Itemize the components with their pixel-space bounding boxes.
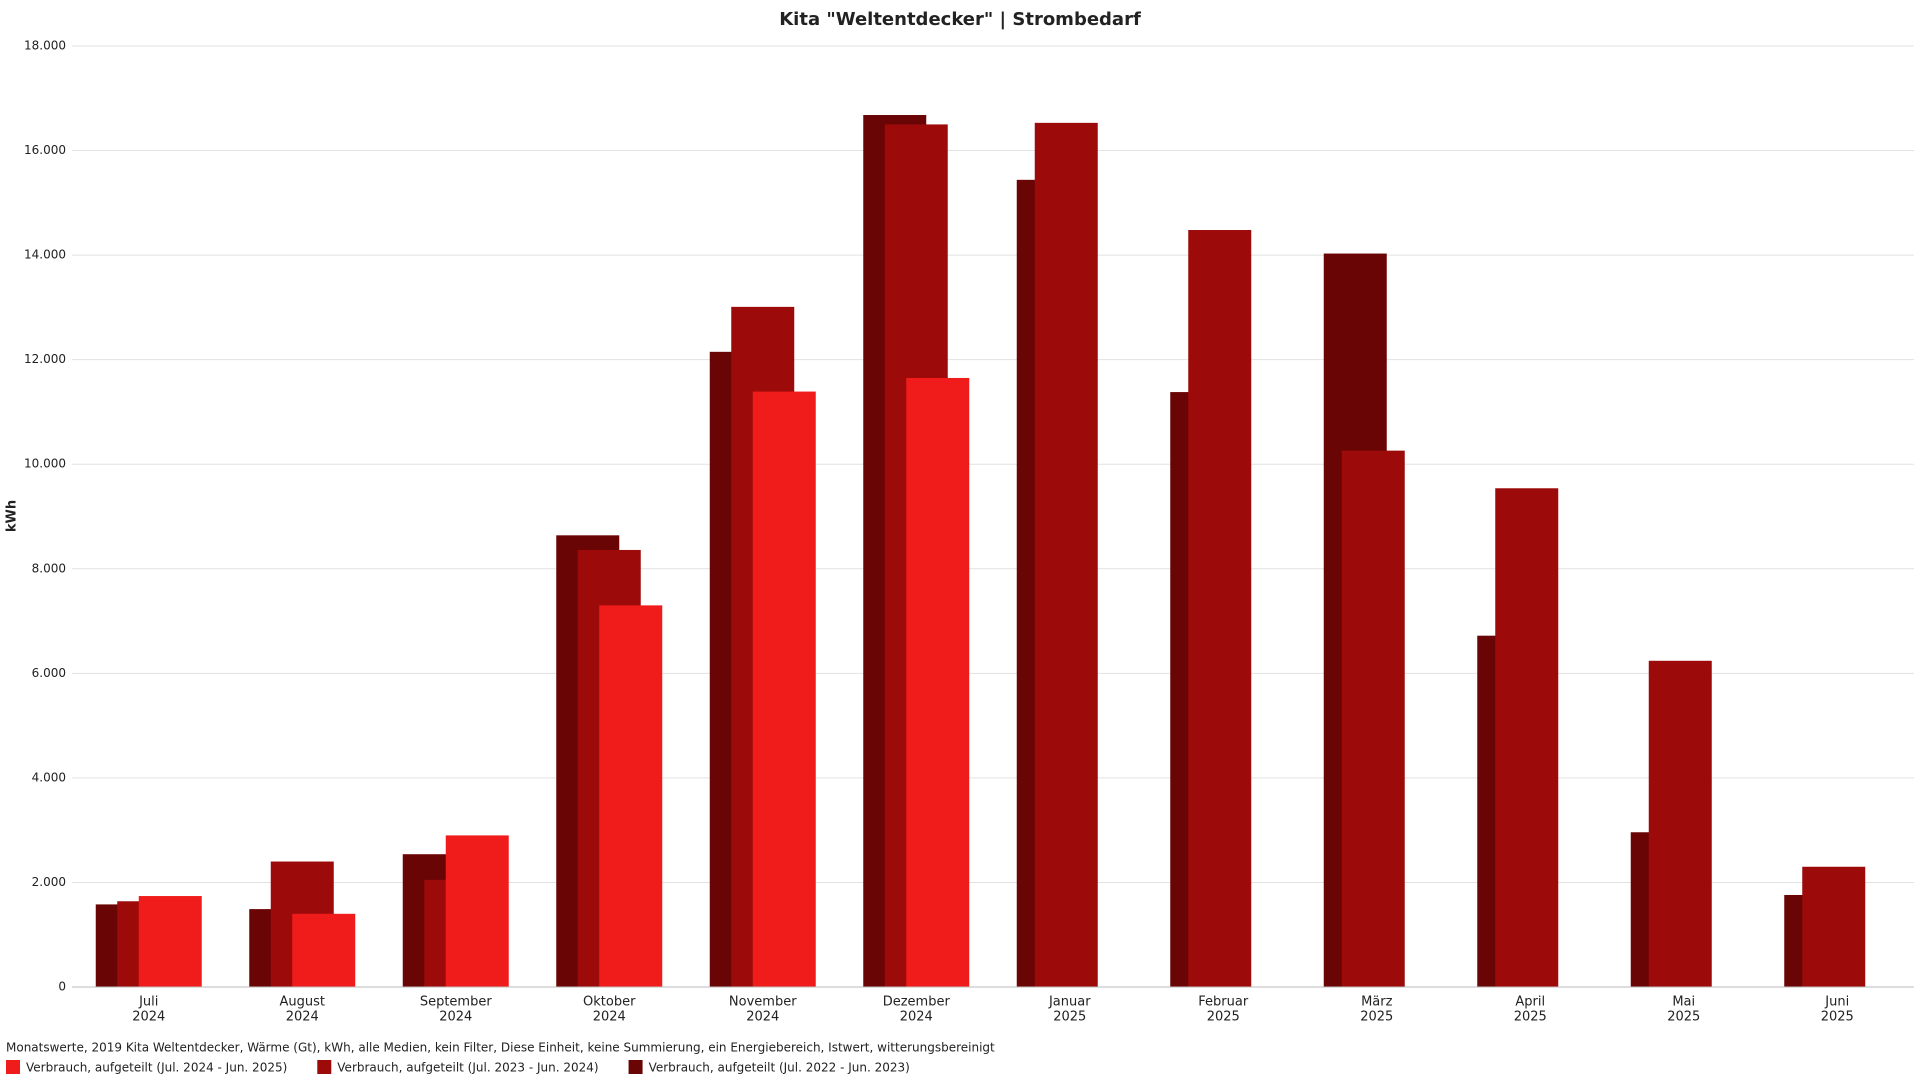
x-tick-label: November [729,995,797,1010]
bar [445,835,509,987]
x-tick-label: 2025 [1821,1010,1854,1025]
legend-label: Verbrauch, aufgeteilt (Jul. 2024 - Jun. … [26,1061,287,1075]
footnote: Monatswerte, 2019 Kita Weltentdecker, Wä… [6,1041,995,1055]
legend-label: Verbrauch, aufgeteilt (Jul. 2023 - Jun. … [337,1061,598,1075]
bar [138,896,202,987]
bar [906,377,970,988]
legend-swatch [317,1060,332,1074]
x-tick-label: März [1361,995,1393,1010]
x-tick-label: August [280,995,326,1010]
y-tick-label: 18.000 [24,39,66,53]
x-tick-label: Juni [1824,995,1849,1010]
y-tick-label: 14.000 [24,248,66,262]
x-tick-label: 2025 [1667,1010,1700,1025]
bar [752,391,816,987]
x-tick-label: April [1515,995,1545,1010]
y-tick-label: 4.000 [32,770,66,784]
y-tick-label: 8.000 [32,561,66,575]
y-axis-title: kWh [5,500,20,532]
x-tick-label: Dezember [883,995,951,1010]
x-tick-label: 2025 [1053,1010,1086,1025]
x-tick-label: Oktober [583,995,636,1010]
bar [1341,450,1405,987]
y-tick-label: 16.000 [24,143,66,157]
x-tick-label: 2024 [439,1010,472,1025]
x-tick-label: 2025 [1360,1010,1393,1025]
y-tick-label: 0 [58,980,66,994]
x-tick-label: 2024 [286,1010,319,1025]
x-tick-label: 2025 [1207,1010,1240,1025]
chart-title: Kita "Weltentdecker" | Strombedarf [779,9,1141,30]
x-tick-label: Juli [138,995,158,1010]
x-tick-label: 2024 [746,1010,779,1025]
x-tick-label: 2024 [132,1010,165,1025]
bar [599,605,663,987]
x-tick-label: 2024 [900,1010,933,1025]
y-tick-label: 10.000 [24,457,66,471]
bar [1034,122,1098,988]
x-tick-label: Februar [1198,995,1249,1010]
bar [292,913,356,987]
bar [1648,660,1712,987]
y-tick-label: 6.000 [32,666,66,680]
x-tick-label: 2024 [593,1010,626,1025]
legend-swatch [6,1060,20,1074]
x-tick-label: Januar [1048,995,1091,1010]
y-tick-label: 2.000 [32,875,66,889]
legend-swatch [628,1060,643,1074]
x-tick-label: 2025 [1514,1010,1547,1025]
bar [1188,230,1252,988]
x-tick-label: September [420,995,493,1010]
y-tick-label: 12.000 [24,352,66,366]
x-tick-label: Mai [1672,995,1695,1010]
bar [1495,488,1559,987]
bar [1802,866,1866,987]
legend-label: Verbrauch, aufgeteilt (Jul. 2022 - Jun. … [649,1061,910,1075]
